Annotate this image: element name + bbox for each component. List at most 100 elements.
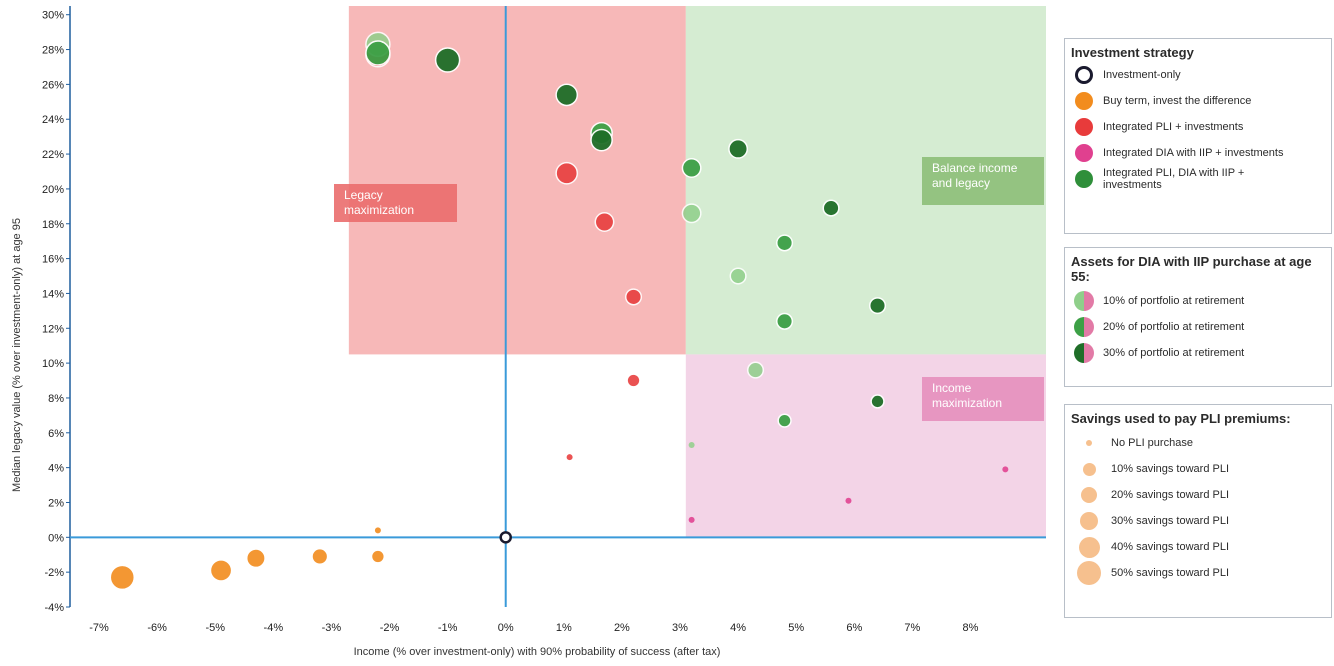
point-series-4-10 — [776, 234, 794, 252]
point-series-4-17 — [688, 441, 695, 448]
point-series-3-2 — [688, 516, 695, 523]
x-tick-label: -5% — [205, 622, 225, 634]
point-series-4-1 — [365, 40, 391, 66]
y-tick-label: 12% — [42, 323, 64, 335]
scatter-chart: Legacy maximization Balance income and lega… — [11, 6, 1046, 658]
point-series-4-7 — [728, 138, 749, 159]
region-label-box-0 — [334, 184, 457, 222]
point-series-2-1 — [555, 161, 579, 185]
region-label-0: Legacy maximization — [344, 188, 414, 217]
point-series-3-1 — [845, 497, 852, 504]
point-series-4-12 — [868, 297, 887, 315]
legend-label: 20% savings toward PLI — [1111, 489, 1230, 501]
legend-label: Integrated DIA with IIP + investments — [1103, 147, 1284, 159]
x-tick-label: -3% — [322, 622, 342, 634]
legend-size-swatch — [1073, 560, 1105, 586]
region-label-1: Balance income and legacy — [932, 161, 1018, 190]
legend-strategy-item: Buy term, invest the difference — [1065, 88, 1331, 114]
region-label-box-2 — [922, 377, 1044, 421]
point-series-4-16 — [777, 413, 792, 428]
y-tick-label: 10% — [42, 358, 64, 370]
legend-strategy-item: Integrated PLI, DIA with IIP + investmen… — [1065, 166, 1331, 192]
x-tick-label: 4% — [730, 622, 746, 634]
y-tick-label: 4% — [48, 463, 64, 475]
y-tick-label: 26% — [42, 79, 64, 91]
y-tick-label: 22% — [42, 149, 64, 161]
y-tick-label: 24% — [42, 114, 64, 126]
legend-size-swatch — [1073, 508, 1105, 534]
legend-label: 50% savings toward PLI — [1111, 567, 1230, 579]
legend-label: 30% of portfolio at retirement — [1103, 347, 1245, 359]
legend-swatch — [1073, 142, 1095, 164]
x-axis-label: Income (% over investment-only) with 90%… — [354, 646, 721, 658]
x-tick-label: -1% — [438, 622, 458, 634]
point-series-1-2 — [245, 548, 266, 569]
legend-label: Integrated PLI + investments — [1103, 121, 1244, 133]
y-tick-label: 30% — [42, 10, 64, 22]
legend-dia-item: 10% of portfolio at retirement — [1065, 288, 1331, 314]
point-series-4-13 — [776, 312, 794, 330]
legend-label: 10% of portfolio at retirement — [1103, 295, 1245, 307]
point-series-4-5 — [590, 128, 613, 152]
point-series-2-2 — [594, 212, 615, 232]
legend-dia-swatch — [1073, 290, 1095, 312]
x-tick-label: -2% — [380, 622, 400, 634]
y-tick-label: -4% — [44, 602, 64, 614]
point-series-1-5 — [374, 527, 381, 534]
x-tick-label: 1% — [556, 622, 572, 634]
legend-label: 30% savings toward PLI — [1111, 515, 1230, 527]
legend-swatch — [1073, 90, 1095, 112]
point-series-2-5 — [566, 454, 573, 461]
x-tick-label: 6% — [846, 622, 862, 634]
legend-size-item: 20% savings toward PLI — [1065, 482, 1331, 508]
legend-size-item: 50% savings toward PLI — [1065, 560, 1331, 586]
legend-dia-item: 30% of portfolio at retirement — [1065, 340, 1331, 366]
legend-strategy-title: Investment strategy — [1071, 45, 1194, 60]
x-tick-label: 7% — [904, 622, 920, 634]
x-tick-label: -4% — [264, 622, 284, 634]
x-tick-label: -6% — [147, 622, 167, 634]
point-series-1-0 — [109, 564, 136, 591]
y-tick-label: 8% — [48, 393, 64, 405]
legend-size-swatch — [1073, 482, 1105, 508]
region-label-box-1 — [922, 157, 1044, 205]
x-tick-label: 3% — [672, 622, 688, 634]
legend-size-title: Savings used to pay PLI premiums: — [1071, 411, 1291, 426]
legend-size-swatch — [1073, 534, 1105, 560]
legend-dia-swatch — [1073, 342, 1095, 364]
legend-size-swatch — [1073, 456, 1105, 482]
legend-dia-title: Assets for DIA with IIP purchase at age … — [1071, 254, 1312, 284]
point-investment-only — [499, 531, 512, 544]
point-series-4-11 — [729, 267, 747, 285]
legend-dia-item: 20% of portfolio at retirement — [1065, 314, 1331, 340]
legend-label: 10% savings toward PLI — [1111, 463, 1230, 475]
legend-size-swatch — [1073, 430, 1105, 456]
point-series-2-3 — [624, 288, 643, 306]
legend-label: Investment-only — [1103, 69, 1181, 81]
legend-label: 40% savings toward PLI — [1111, 541, 1230, 553]
y-tick-label: 2% — [48, 497, 64, 509]
point-series-4-15 — [870, 394, 885, 409]
y-axis-label: Median legacy value (% over investment-o… — [11, 218, 23, 492]
legend-label: 20% of portfolio at retirement — [1103, 321, 1245, 333]
region-label-2: Income maximization — [932, 381, 1002, 410]
legend-swatch — [1073, 64, 1095, 86]
y-tick-label: 16% — [42, 254, 64, 266]
legend-label: Buy term, invest the difference — [1103, 95, 1252, 107]
legend-size-item: 40% savings toward PLI — [1065, 534, 1331, 560]
point-series-3-0 — [1002, 466, 1009, 473]
point-series-1-4 — [370, 549, 386, 564]
point-series-1-1 — [209, 559, 233, 582]
x-tick-label: 2% — [614, 622, 630, 634]
point-series-4-9 — [822, 199, 840, 217]
point-series-1-3 — [311, 547, 329, 566]
y-tick-label: 6% — [48, 428, 64, 440]
x-tick-label: 0% — [498, 622, 514, 634]
legend-label: Integrated PLI, DIA with IIP + investmen… — [1103, 167, 1245, 191]
legend-dia: Assets for DIA with IIP purchase at age … — [1064, 247, 1332, 387]
legend-size-item: 30% savings toward PLI — [1065, 508, 1331, 534]
point-series-4-2 — [434, 47, 461, 73]
point-series-2-4 — [626, 373, 641, 388]
legend-size: Savings used to pay PLI premiums: No PLI… — [1064, 404, 1332, 618]
x-tick-label: 5% — [788, 622, 804, 634]
